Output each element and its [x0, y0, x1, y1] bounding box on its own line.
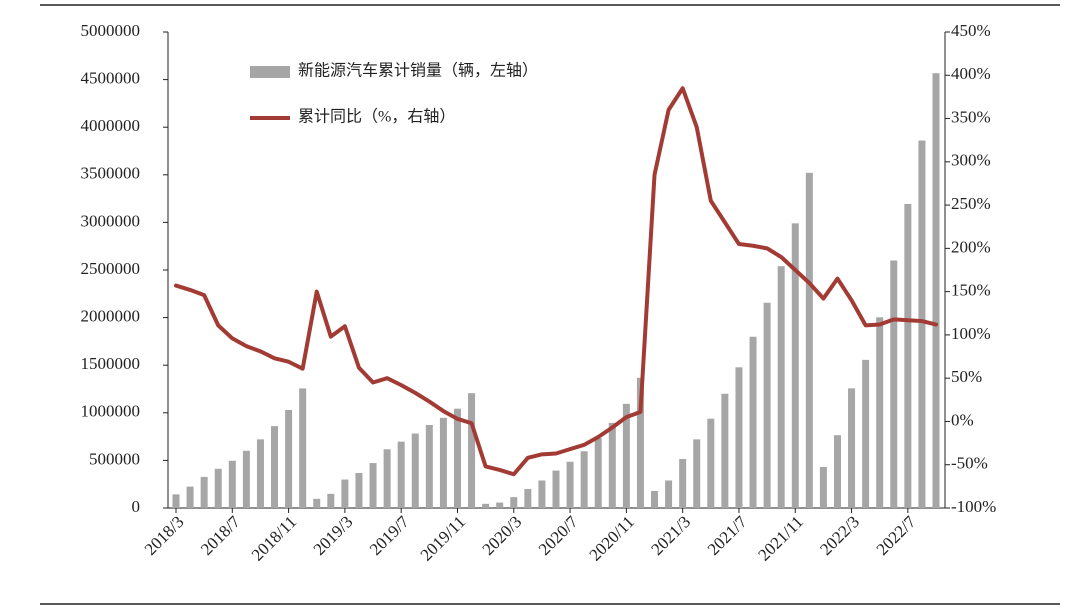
bar: [172, 494, 180, 508]
bar: [721, 393, 729, 508]
line: [174, 86, 938, 477]
bar: [383, 449, 391, 508]
bar: [524, 488, 532, 508]
x-tick-label: 2018/3: [141, 512, 188, 559]
legend-label: 新能源汽车累计销量（辆，左轴）: [298, 62, 538, 80]
bar: [932, 73, 940, 508]
bar: [636, 377, 644, 508]
bar: [651, 490, 659, 508]
x-tick-label: 2018/7: [197, 512, 244, 559]
x-tick-label: 2020/11: [586, 512, 638, 564]
bar: [411, 433, 419, 508]
bar: [566, 461, 574, 508]
x-tick-label: 2019/7: [366, 512, 413, 559]
bar: [777, 266, 785, 508]
bar: [608, 422, 616, 508]
bar: [369, 463, 377, 508]
x-tick-label: 2022/3: [816, 512, 863, 559]
y-tick-label: 500000: [89, 449, 140, 468]
bar: [848, 388, 856, 508]
y2-tick-label: -100%: [951, 497, 996, 516]
x-tick-label: 2021/7: [704, 512, 751, 559]
bar: [707, 418, 715, 508]
x-tick-label: 2021/11: [754, 512, 806, 564]
bar: [538, 480, 546, 508]
bar: [819, 466, 827, 508]
bar: [679, 458, 687, 508]
legend-label: 累计同比（%，右轴）: [298, 108, 455, 126]
x-tick-label: 2018/11: [248, 512, 300, 564]
bar: [453, 408, 461, 508]
bar: [482, 503, 490, 508]
bar: [749, 336, 757, 508]
x-tick-label: 2019/11: [417, 512, 469, 564]
bar: [510, 497, 518, 508]
y2-tick-label: 300%: [951, 151, 991, 170]
x-tick-label: 2020/3: [479, 512, 526, 559]
y2-tick-label: 150%: [951, 281, 991, 300]
bar: [299, 388, 307, 508]
bar: [355, 472, 363, 508]
bar: [200, 476, 208, 508]
y-tick-label: 4000000: [81, 116, 141, 135]
y2-tick-label: 250%: [951, 194, 991, 213]
y-tick-label: 2000000: [81, 307, 141, 326]
bar: [256, 439, 264, 508]
y2-tick-label: 200%: [951, 237, 991, 256]
bar: [186, 486, 194, 508]
bar: [904, 203, 912, 508]
bar: [805, 172, 813, 509]
bar: [313, 498, 321, 508]
bar: [271, 426, 279, 508]
bar: [735, 367, 743, 508]
bar: [397, 441, 405, 508]
y2-tick-label: 400%: [951, 64, 991, 83]
y2-tick-label: 0%: [951, 410, 974, 429]
bar: [327, 493, 335, 508]
y2-tick-label: 350%: [951, 107, 991, 126]
y-tick-label: 3500000: [81, 164, 141, 183]
bar: [665, 480, 673, 508]
bar: [214, 468, 222, 508]
bar: [496, 502, 504, 508]
bar: [425, 424, 433, 508]
y2-tick-label: 50%: [951, 367, 982, 386]
bar: [833, 435, 841, 508]
y-tick-label: 1000000: [81, 402, 141, 421]
bar: [468, 393, 476, 508]
bar: [890, 260, 898, 508]
bar: [876, 317, 884, 508]
bar: [580, 451, 588, 508]
bar: [862, 359, 870, 508]
x-tick-label: 2019/3: [310, 512, 357, 559]
legend-swatch: [250, 66, 290, 78]
bar: [439, 417, 447, 508]
y-tick-label: 4500000: [81, 69, 141, 88]
y2-tick-label: -50%: [951, 454, 988, 473]
bar: [594, 438, 602, 508]
x-tick-label: 2020/7: [535, 512, 582, 559]
bar: [228, 460, 236, 508]
bar: [242, 450, 250, 508]
bar: [791, 223, 799, 509]
bar: [341, 479, 349, 508]
bar: [285, 409, 293, 508]
bar: [763, 302, 771, 508]
bar: [552, 470, 560, 508]
bar: [693, 439, 701, 508]
y2-tick-label: 100%: [951, 324, 991, 343]
y-tick-label: 3000000: [81, 211, 141, 230]
y-tick-label: 2500000: [81, 259, 141, 278]
y-tick-label: 1500000: [81, 354, 141, 373]
y-tick-label: 5000000: [81, 21, 141, 40]
bar: [918, 140, 926, 508]
y2-tick-label: 450%: [951, 21, 991, 40]
y-tick-label: 0: [132, 497, 141, 516]
x-tick-label: 2021/3: [647, 512, 694, 559]
x-tick-label: 2022/7: [873, 512, 920, 559]
bar: [622, 403, 630, 508]
